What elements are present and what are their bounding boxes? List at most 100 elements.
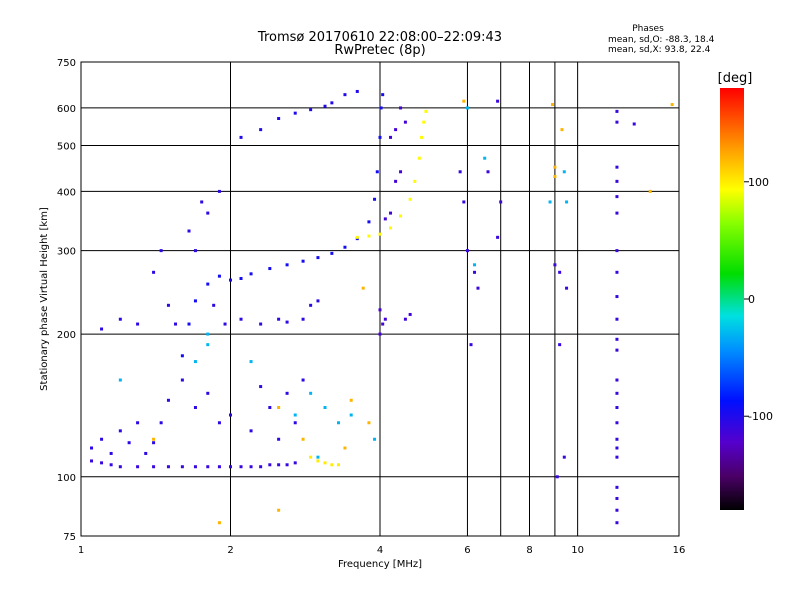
data-point xyxy=(193,406,197,410)
data-point xyxy=(217,274,221,278)
data-point xyxy=(615,437,619,441)
data-point xyxy=(548,200,552,204)
data-point xyxy=(403,120,407,124)
data-point xyxy=(381,322,385,326)
data-point xyxy=(422,120,426,124)
data-point xyxy=(293,111,297,115)
data-point xyxy=(562,455,566,459)
phase-stats: Phases mean, sd,O: -88.3, 18.4 mean, sd,… xyxy=(608,24,715,55)
data-point xyxy=(316,299,320,303)
y-tick-label: 400 xyxy=(57,187,76,198)
data-point xyxy=(367,220,371,224)
data-point xyxy=(389,135,393,139)
data-point xyxy=(413,179,417,183)
data-point xyxy=(217,421,221,425)
data-point xyxy=(632,122,636,126)
data-point xyxy=(100,437,104,441)
data-point xyxy=(180,378,184,382)
data-point xyxy=(193,249,197,253)
data-point xyxy=(206,332,210,336)
data-point xyxy=(309,391,313,395)
data-point xyxy=(378,332,382,336)
data-point xyxy=(373,197,377,201)
data-points xyxy=(90,89,674,525)
data-point xyxy=(206,211,210,215)
data-point xyxy=(136,421,140,425)
series-sparse-x-mode-echoes xyxy=(152,99,674,525)
data-point xyxy=(615,406,619,410)
data-point xyxy=(330,101,334,105)
data-point xyxy=(424,109,428,113)
data-point xyxy=(615,508,619,512)
data-point xyxy=(193,465,197,469)
data-point xyxy=(330,463,334,467)
data-point xyxy=(343,245,347,249)
data-point xyxy=(558,343,562,347)
data-point xyxy=(239,277,243,281)
data-point xyxy=(229,413,232,417)
series-sparse-high-frequency-echoes xyxy=(458,99,636,525)
data-point xyxy=(394,179,398,183)
x-tick-label: 8 xyxy=(526,545,532,556)
data-point xyxy=(399,214,403,218)
data-point xyxy=(301,437,305,441)
y-tick-label: 300 xyxy=(57,247,76,258)
data-point xyxy=(615,455,619,459)
x-tick-label: 4 xyxy=(377,545,383,556)
data-point xyxy=(323,461,327,465)
data-point xyxy=(555,475,559,479)
data-point xyxy=(465,249,469,253)
data-point xyxy=(615,317,619,321)
data-point xyxy=(408,197,412,201)
data-point xyxy=(316,256,320,260)
data-point xyxy=(277,437,281,441)
data-point xyxy=(383,317,387,321)
colorbar-label: [deg] xyxy=(718,71,753,86)
data-point xyxy=(118,378,122,382)
data-point xyxy=(152,441,156,445)
data-point xyxy=(229,465,232,469)
data-point xyxy=(476,286,480,290)
data-point xyxy=(239,135,243,139)
data-point xyxy=(615,165,619,169)
series-e-layer-trace xyxy=(90,459,297,469)
data-point xyxy=(206,343,210,347)
data-point xyxy=(180,465,184,469)
data-point xyxy=(193,299,197,303)
data-point xyxy=(277,317,281,321)
data-point xyxy=(206,391,210,395)
data-point xyxy=(615,391,619,395)
series-mixed-phase-echoes xyxy=(118,106,569,459)
colorbar-tick-label: 0 xyxy=(748,293,755,306)
y-tick-label: 500 xyxy=(57,141,76,152)
data-point xyxy=(301,259,305,263)
data-point xyxy=(239,465,243,469)
y-axis-label: Stationary phase Virtual Height [km] xyxy=(39,207,50,391)
data-point xyxy=(180,354,184,358)
data-point xyxy=(277,463,281,467)
data-point xyxy=(615,195,619,199)
data-point xyxy=(615,521,619,525)
data-point xyxy=(301,317,305,321)
data-point xyxy=(159,249,163,253)
data-point xyxy=(166,303,170,307)
data-point xyxy=(648,189,652,193)
data-point xyxy=(174,322,178,326)
data-point xyxy=(268,406,272,410)
phase-stats-heading: Phases xyxy=(632,24,664,34)
data-point xyxy=(550,103,554,107)
x-tick-label: 10 xyxy=(571,545,584,556)
data-point xyxy=(399,170,403,174)
data-point xyxy=(499,200,503,204)
data-point xyxy=(166,398,170,402)
data-point xyxy=(118,429,122,433)
colorbar-tick-label: -100 xyxy=(748,410,773,423)
phase-stats-x: mean, sd,X: 93.8, 22.4 xyxy=(608,45,711,55)
data-point xyxy=(615,496,619,500)
data-point xyxy=(483,156,487,160)
data-point xyxy=(615,337,619,341)
data-point xyxy=(462,200,466,204)
data-point xyxy=(285,263,289,267)
data-point xyxy=(615,270,619,274)
